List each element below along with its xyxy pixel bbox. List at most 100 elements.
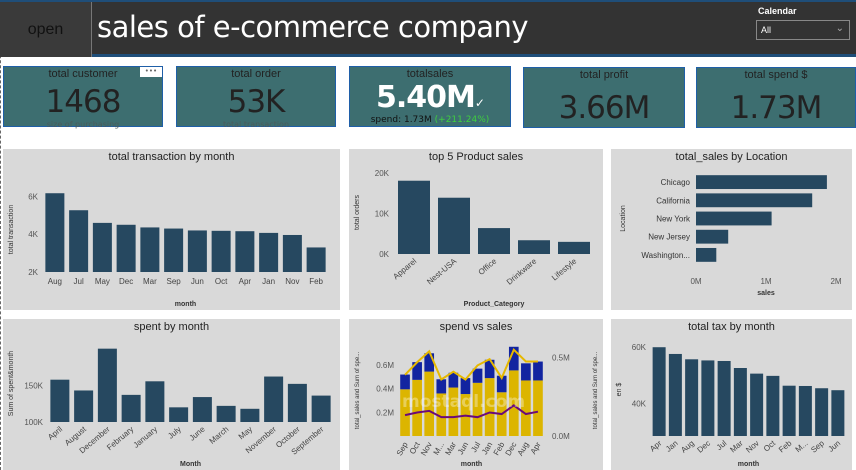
stacked-bar-segment [460,378,471,395]
page-edge-divider [0,0,1,470]
stacked-bar-segment [508,370,519,436]
kpi-total-sales[interactable]: totalsales 5.40M✓ spend: 1.73M (+211.24%… [349,66,511,127]
calendar-label: Calendar [758,6,797,16]
kpi-value: 1.73M [730,90,823,126]
chart-title: total transaction by month [108,151,235,163]
kpi-value: 1468 [45,84,122,120]
y-tick-label: 40K [632,399,647,408]
x-tick-label: 1M [760,277,771,286]
kpi-sub: size of purchasing [46,120,120,129]
y-tick-label: 4K [28,230,38,239]
stacked-bar-segment [533,361,543,381]
category-label: Chicago [661,178,691,187]
category-label: Mar [728,438,745,454]
category-label: Dec [695,439,712,455]
stacked-bar-segment [472,382,483,436]
bar [192,397,212,422]
stacked-bar-segment [412,379,422,436]
calendar-value: All [761,25,772,35]
check-icon: ✓ [474,96,485,110]
bar [668,353,682,436]
chart-title: spent by month [133,321,210,333]
chart-transactions-by-month[interactable]: total transaction by month Aug Jul May Dec Ma… [3,149,340,310]
bar [766,375,780,436]
y-tick-label: 2K [28,268,38,277]
bar [211,230,231,272]
chevron-down-icon: ⌄ [835,23,844,34]
chart-svg: Aug Jul May Dec Mar Sep Jun Oct Apr Jan Nov Feb 2K 4K… [8,192,326,308]
chart-sales-by-location[interactable]: total_sales by Location Chicago California… [611,149,852,310]
bar [696,211,772,226]
kpi-label: total order [231,68,281,80]
bar [282,234,302,272]
category-label: Apr [648,438,664,453]
bar [216,405,236,422]
category-label: Nov [419,441,434,458]
watermark: mostaql.com [402,392,526,412]
category-label: Jun [826,439,842,454]
stacked-bar-segment [533,380,543,436]
kpi-value-text: 5.40M [376,80,476,115]
bar [815,388,829,436]
category-label: Oct [215,277,228,286]
category-label: Nest-USA [425,256,459,286]
chart-title: top 5 Product sales [428,151,524,163]
category-label: Nov [285,277,299,286]
category-label: Dec [119,277,133,286]
category-label: Oct [762,438,778,453]
stacked-bar-segment [472,368,483,383]
kpi-total-order[interactable]: total order 53K total transaction [176,66,336,129]
chart-title: total_sales by Location [675,151,788,163]
chart-tax-by-month[interactable]: total tax by month Apr Jan Aug Dec Jul Mar Nov O… [611,319,852,470]
kpi-value: 53K [227,84,286,120]
chart-top-products[interactable]: top 5 Product sales Apparel Nest-USA Office… [349,149,603,310]
category-label: Nov [744,439,761,455]
category-label: Aug [516,441,531,458]
stacked-bar-segment [508,346,519,371]
y-axis-label: total transaction [8,205,15,255]
stacked-bar-segment [400,389,410,436]
category-label: Mar [143,277,157,286]
kpi-total-profit[interactable]: total profit 3.66M [523,67,685,128]
series-line [404,347,538,382]
bar [696,175,827,190]
open-button[interactable]: open [0,2,92,57]
category-label: Jan [262,277,275,286]
chart-spend-vs-sales[interactable]: spend vs sales Sep Oct Nov M... Mar Jun Jul Jan F… [349,319,603,470]
x-axis-label: month [175,301,196,308]
bar [45,193,65,272]
chart-svg: Chicago California New York New Jersey Washi… [620,175,842,297]
bar [798,385,812,436]
bar [782,385,796,436]
bar [717,360,731,436]
stacked-bar-segment [400,374,410,390]
kpi-value: 5.40M✓ [350,80,510,115]
x-axis-label: Month [180,461,201,468]
bar [145,381,165,422]
category-label: May [95,277,110,286]
kpi-total-spend[interactable]: total spend $ 1.73M [696,67,856,128]
y-tick-label: 150K [24,381,43,390]
stacked-bar-segment [412,362,422,380]
bar [652,347,666,436]
x-axis-label: month [738,461,759,468]
chart-spent-by-month[interactable]: spent by month April August December Februar… [3,319,340,470]
y-axis-label: Sum of spent&month [8,351,15,416]
bar [69,210,89,272]
stacked-bar-segment [484,378,495,436]
calendar-dropdown[interactable]: All ⌄ [756,20,850,40]
y-tick-label: 0.4M [376,385,394,394]
x-tick-label: 0M [690,277,701,286]
spend-text: spend: 1.73M [370,115,432,125]
category-label: Sep [395,440,410,457]
y-right-tick-label: 0.0M [552,432,570,441]
category-label: June [188,424,207,442]
stacked-bar-segment [496,375,507,393]
category-label: Jan [664,439,680,454]
bar [169,407,189,422]
stacked-bar-segment [436,379,447,394]
kpi-total-customer[interactable]: total customer 1468 size of purchasing [3,66,163,129]
bar [74,390,94,422]
bar [164,228,184,272]
more-options-icon[interactable]: ••• [140,67,162,77]
